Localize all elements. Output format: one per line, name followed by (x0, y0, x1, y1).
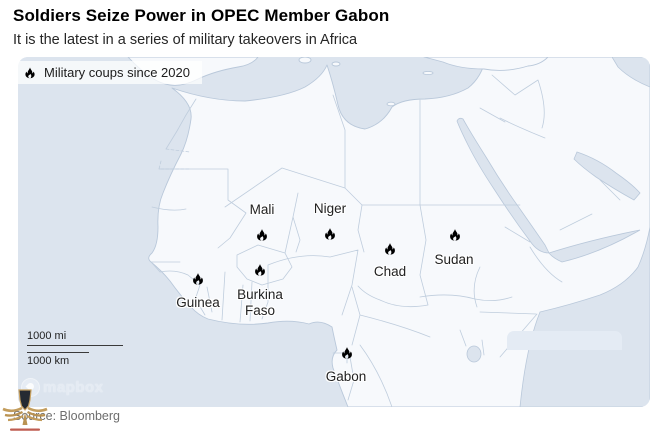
map-attribution-box[interactable] (507, 331, 622, 350)
landmass-africa (148, 57, 650, 407)
legend-chip: Military coups since 2020 (15, 61, 202, 84)
indian-ocean (519, 226, 650, 407)
scale-km-bar (27, 352, 89, 353)
legend-label: Military coups since 2020 (44, 65, 190, 80)
page-subtitle: It is the latest in a series of military… (13, 32, 358, 48)
scale-mi-label: 1000 mi (27, 330, 67, 342)
scale-km-label: 1000 km (27, 355, 70, 367)
landmass-anatolia (423, 57, 549, 71)
page-title: Soldiers Seize Power in OPEC Member Gabo… (13, 6, 390, 25)
lake-victoria (466, 345, 482, 363)
map-scale-bar: 1000 mi 1000 km (27, 330, 123, 367)
fire-icon (25, 67, 35, 78)
red-sea (456, 117, 550, 254)
watermark-emblem (2, 389, 48, 431)
mapbox-wordmark: mapbox (43, 379, 104, 396)
scale-mi-bar (27, 345, 123, 346)
persian-gulf (573, 151, 641, 201)
gulf-of-aden (548, 229, 641, 263)
